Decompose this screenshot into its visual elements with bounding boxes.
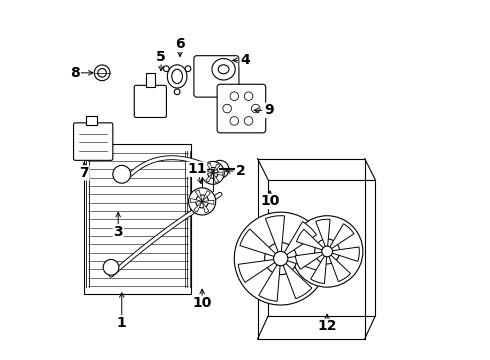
FancyBboxPatch shape: [217, 84, 266, 133]
Ellipse shape: [212, 59, 235, 80]
Circle shape: [273, 251, 288, 266]
Text: 4: 4: [241, 53, 250, 67]
Text: 8: 8: [71, 66, 80, 80]
Wedge shape: [190, 198, 202, 202]
Text: 10: 10: [193, 296, 212, 310]
Circle shape: [189, 188, 216, 215]
Wedge shape: [202, 201, 214, 204]
Circle shape: [201, 161, 224, 184]
Wedge shape: [327, 224, 354, 251]
Circle shape: [292, 216, 363, 287]
Ellipse shape: [167, 65, 187, 88]
Circle shape: [174, 89, 180, 95]
Ellipse shape: [218, 65, 229, 74]
Wedge shape: [213, 164, 220, 173]
Circle shape: [185, 66, 191, 72]
Circle shape: [164, 66, 169, 72]
Wedge shape: [202, 202, 209, 213]
Circle shape: [265, 243, 297, 275]
Wedge shape: [311, 251, 327, 283]
Wedge shape: [281, 258, 312, 299]
Wedge shape: [213, 173, 219, 183]
FancyBboxPatch shape: [74, 123, 113, 160]
Wedge shape: [203, 170, 213, 174]
Circle shape: [223, 104, 231, 113]
Wedge shape: [295, 251, 327, 269]
Circle shape: [103, 260, 119, 275]
Circle shape: [315, 239, 340, 264]
Bar: [146, 73, 155, 87]
Text: 3: 3: [113, 225, 123, 239]
Wedge shape: [259, 258, 281, 301]
Circle shape: [211, 160, 229, 178]
Text: 9: 9: [265, 103, 274, 117]
Circle shape: [322, 246, 333, 257]
Wedge shape: [240, 229, 281, 258]
Wedge shape: [281, 253, 323, 272]
Wedge shape: [238, 258, 281, 282]
Bar: [268, 180, 375, 316]
Wedge shape: [196, 190, 202, 202]
Circle shape: [196, 195, 209, 208]
Bar: [84, 144, 192, 294]
FancyBboxPatch shape: [194, 56, 239, 97]
Text: 12: 12: [318, 319, 337, 333]
Wedge shape: [281, 222, 317, 258]
Wedge shape: [327, 247, 359, 261]
Circle shape: [230, 117, 239, 125]
Circle shape: [245, 117, 253, 125]
Text: 1: 1: [117, 316, 126, 330]
Text: 5: 5: [156, 50, 166, 64]
Text: 11: 11: [187, 162, 206, 176]
Wedge shape: [316, 219, 330, 251]
Wedge shape: [206, 173, 213, 182]
Circle shape: [245, 92, 253, 100]
Text: 2: 2: [236, 164, 246, 178]
FancyBboxPatch shape: [134, 85, 167, 117]
Bar: [86, 116, 97, 125]
Ellipse shape: [172, 69, 182, 84]
Text: 6: 6: [175, 37, 185, 51]
Wedge shape: [213, 172, 223, 175]
Wedge shape: [296, 229, 327, 251]
Wedge shape: [207, 163, 213, 173]
Wedge shape: [327, 251, 350, 282]
Wedge shape: [194, 202, 202, 212]
Text: 7: 7: [79, 166, 89, 180]
Circle shape: [230, 92, 239, 100]
Circle shape: [251, 104, 260, 113]
Circle shape: [94, 65, 110, 81]
Circle shape: [98, 68, 106, 77]
Wedge shape: [202, 191, 211, 202]
Wedge shape: [266, 216, 285, 258]
Circle shape: [234, 212, 327, 305]
Text: 10: 10: [260, 194, 280, 208]
Circle shape: [207, 167, 218, 178]
Circle shape: [113, 165, 131, 183]
